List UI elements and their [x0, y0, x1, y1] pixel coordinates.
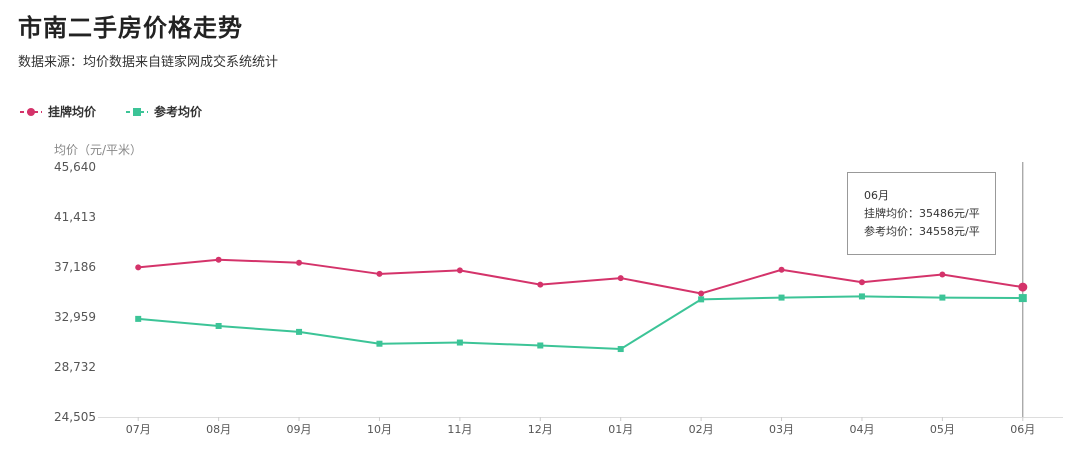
- series-line-0: [138, 258, 1023, 295]
- legend-item-reference[interactable]: 参考均价: [126, 103, 202, 120]
- data-point: [215, 256, 222, 263]
- data-point: [617, 346, 624, 353]
- legend-marker-square-icon: [126, 107, 149, 116]
- data-point: [215, 322, 222, 329]
- data-point: [1018, 294, 1027, 303]
- data-point: [778, 294, 785, 301]
- legend-marker-circle-icon: [20, 107, 42, 116]
- y-tick-label: 24,505: [54, 410, 96, 424]
- data-point: [939, 294, 946, 301]
- data-point: [858, 279, 865, 286]
- x-tick-label: 11月: [447, 423, 472, 436]
- y-tick-label: 32,959: [54, 310, 96, 324]
- legend-item-listing[interactable]: 挂牌均价: [20, 103, 96, 120]
- x-tick-label: 09月: [287, 423, 312, 436]
- data-point: [296, 259, 303, 266]
- data-point: [1018, 282, 1028, 292]
- legend: 挂牌均价 参考均价: [20, 103, 202, 120]
- data-point: [135, 264, 142, 271]
- tooltip-line-reference: 参考均价：34558元/平: [864, 225, 980, 238]
- legend-label-reference: 参考均价: [154, 105, 203, 119]
- chart-subtitle: 数据来源：均价数据来自链家网成交系统统计: [18, 55, 279, 70]
- data-point: [537, 342, 544, 349]
- y-tick-label: 45,640: [54, 160, 96, 174]
- x-tick-label: 02月: [689, 423, 714, 436]
- y-tick-label: 37,186: [54, 260, 96, 274]
- data-point: [537, 281, 544, 288]
- data-point: [778, 266, 785, 273]
- x-tick-label: 03月: [769, 423, 794, 436]
- x-tick-label: 10月: [367, 423, 392, 436]
- data-point: [939, 271, 946, 278]
- tooltip: 06月 挂牌均价：35486元/平 参考均价：34558元/平: [847, 172, 996, 255]
- data-point: [858, 293, 865, 300]
- y-axis-label: 均价（元/平米）: [54, 143, 143, 157]
- tooltip-header: 06月: [864, 189, 889, 202]
- data-point: [698, 290, 705, 297]
- x-tick-label: 12月: [528, 423, 553, 436]
- legend-label-listing: 挂牌均价: [48, 105, 97, 119]
- data-point: [135, 315, 142, 322]
- data-point: [617, 275, 624, 282]
- y-tick-label: 41,413: [54, 210, 96, 224]
- x-tick-label: 04月: [849, 423, 874, 436]
- data-point: [456, 267, 463, 274]
- data-point: [376, 270, 383, 277]
- chart-title: 市南二手房价格走势: [18, 14, 243, 42]
- data-point: [456, 339, 463, 346]
- data-point: [296, 328, 303, 335]
- data-point: [698, 296, 705, 303]
- x-tick-label: 01月: [608, 423, 633, 436]
- y-tick-label: 28,732: [54, 360, 96, 374]
- data-point: [376, 340, 383, 347]
- x-tick-label: 06月: [1010, 423, 1035, 436]
- tooltip-line-listing: 挂牌均价：35486元/平: [864, 207, 980, 220]
- x-tick-label: 08月: [206, 423, 231, 436]
- series-line-1: [138, 295, 1023, 351]
- x-tick-label: 07月: [126, 423, 151, 436]
- x-tick-label: 05月: [930, 423, 955, 436]
